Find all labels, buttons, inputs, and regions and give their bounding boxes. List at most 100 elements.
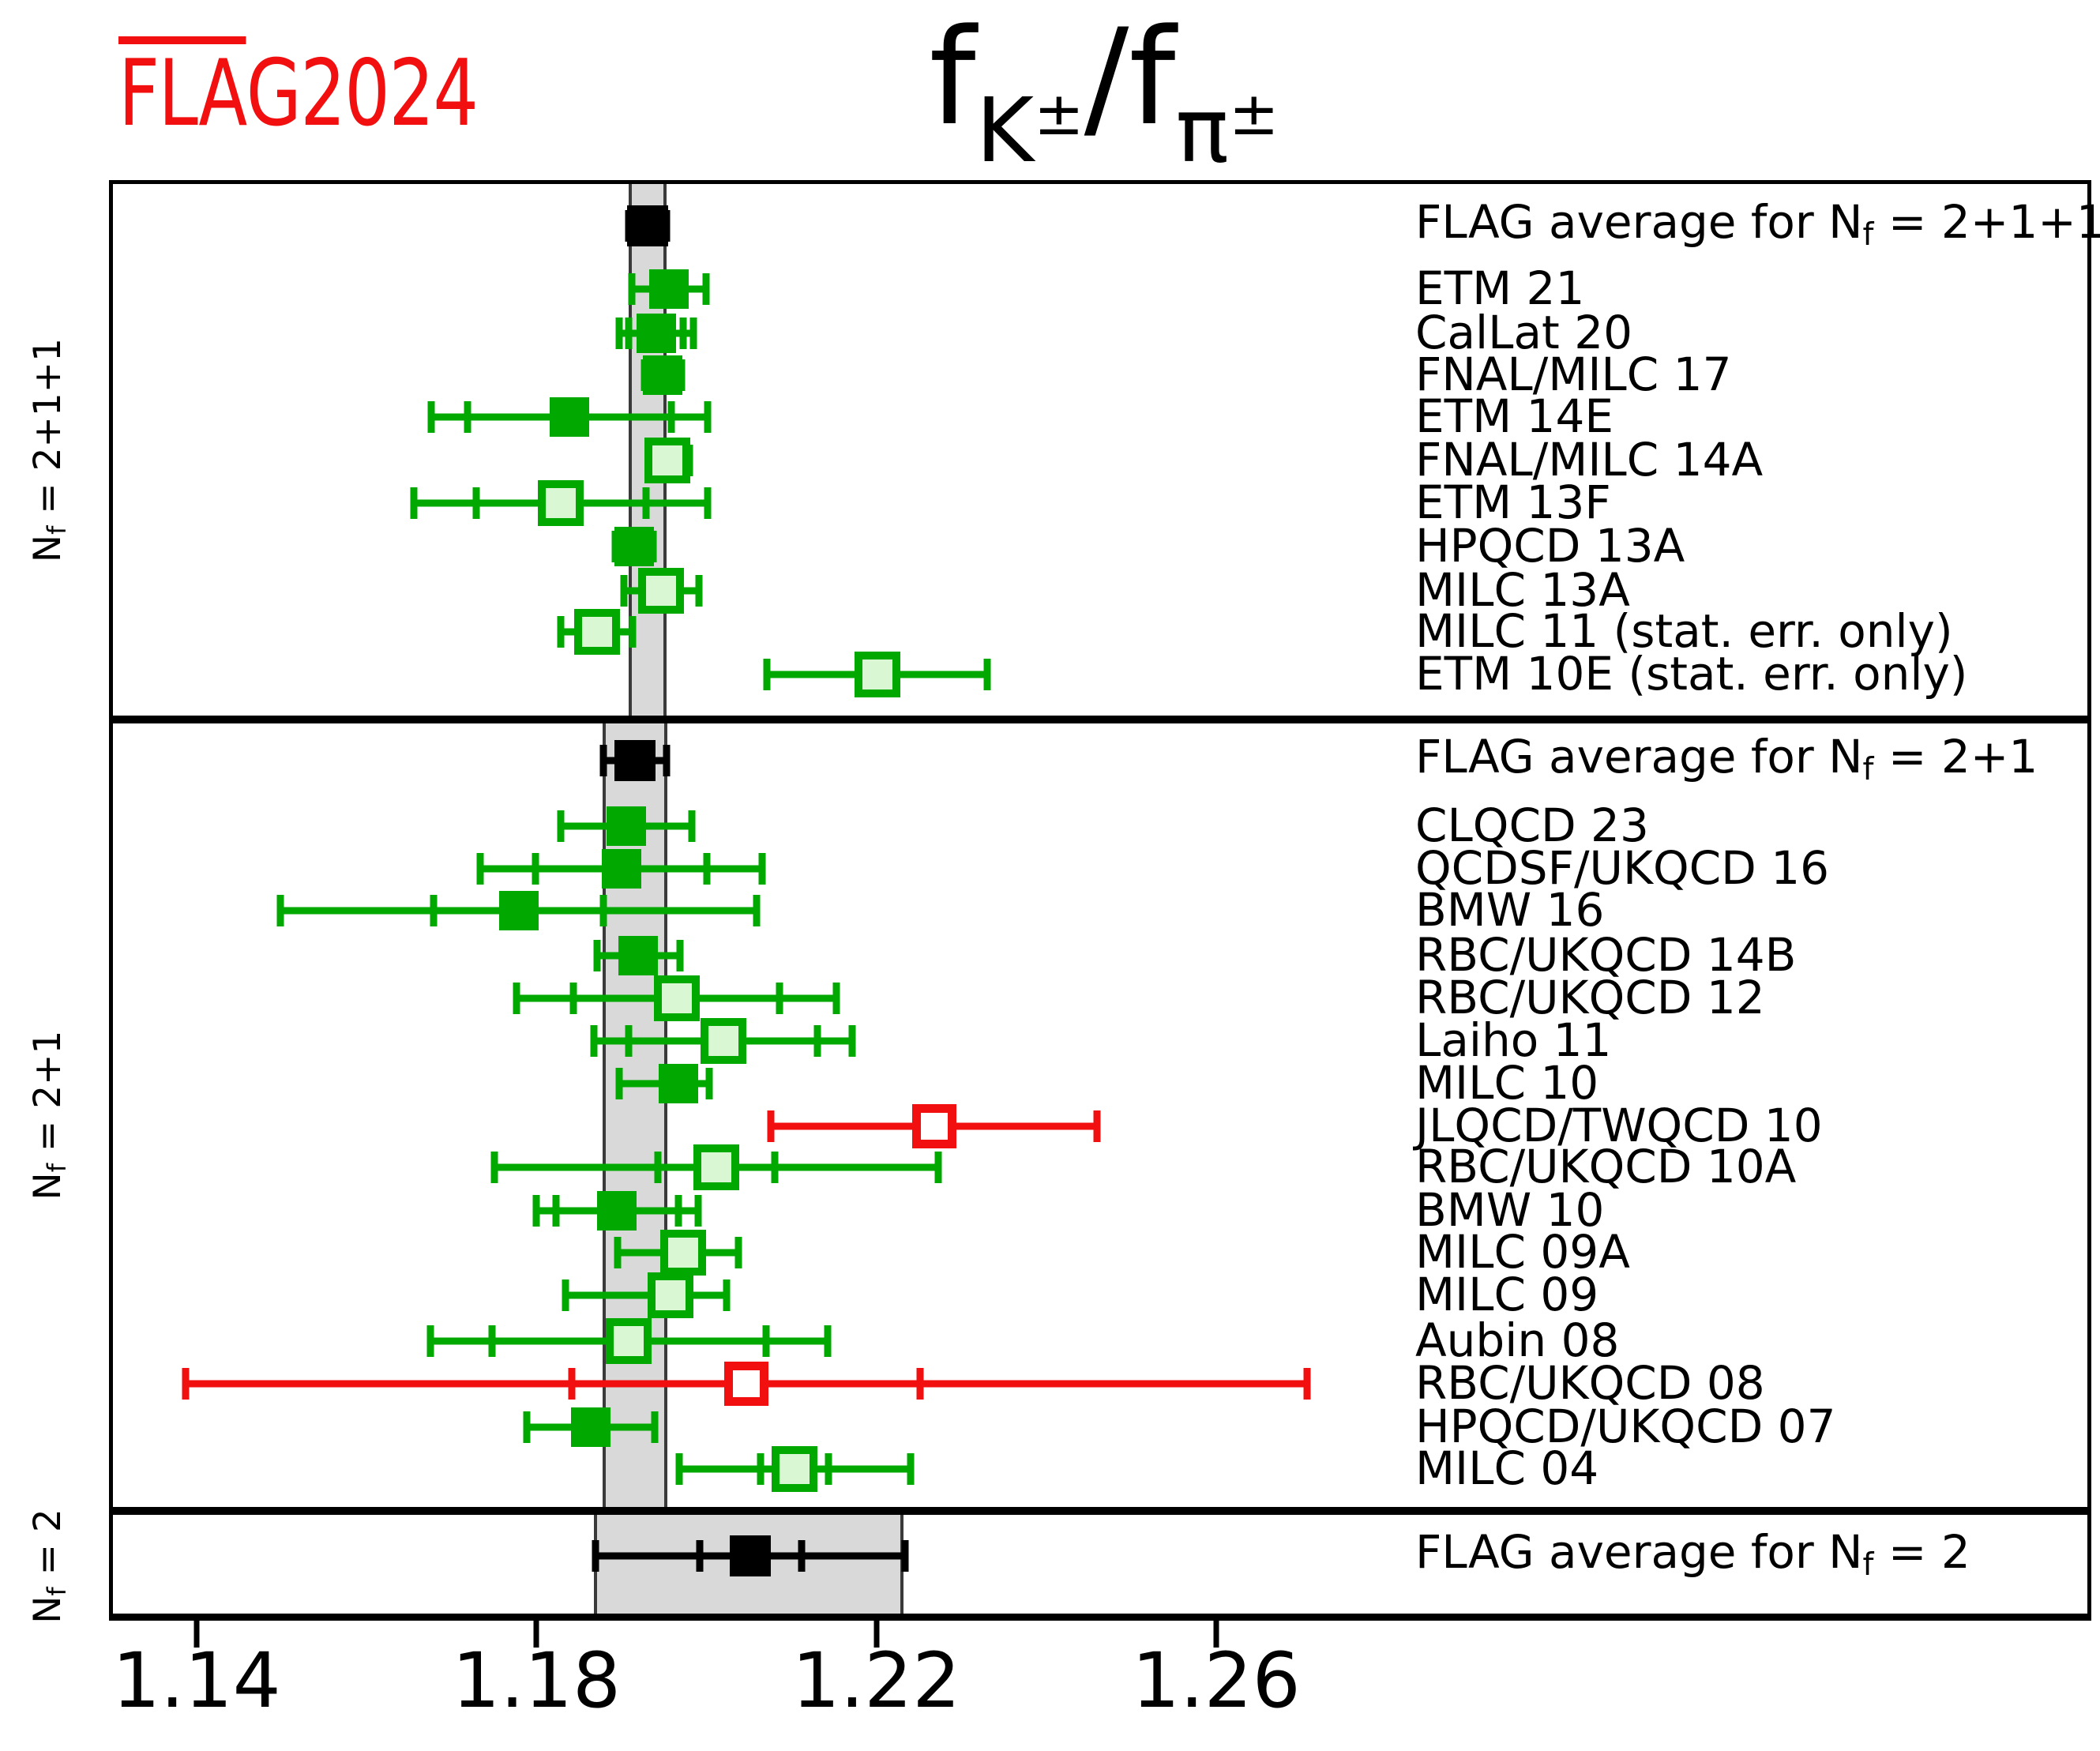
data-point-green_open bbox=[573, 609, 620, 655]
row-label: FLAG average for Nf = 2 bbox=[1415, 1525, 1970, 1583]
inner-error-tick bbox=[674, 1195, 682, 1227]
row-label: RBC/UKQCD 12 bbox=[1415, 970, 1765, 1024]
error-bar-cap bbox=[702, 273, 710, 305]
row-label: FNAL/MILC 17 bbox=[1415, 347, 1732, 401]
error-bar-cap bbox=[557, 616, 565, 648]
error-bar-cap bbox=[907, 1453, 915, 1485]
row-label: MILC 04 bbox=[1415, 1441, 1599, 1495]
row-label: HPQCD/UKQCD 07 bbox=[1415, 1399, 1836, 1453]
error-bar-cap bbox=[592, 1540, 599, 1572]
row-label: FLAG average for Nf = 2+1 bbox=[1415, 730, 2038, 787]
row-label: MILC 13A bbox=[1415, 562, 1630, 617]
data-point-green_open bbox=[648, 1272, 694, 1318]
inner-error-tick bbox=[776, 983, 783, 1014]
error-bar-cap bbox=[182, 1368, 190, 1400]
data-point-black bbox=[730, 1535, 772, 1576]
inner-error-tick bbox=[825, 1453, 832, 1485]
row-label: FNAL/MILC 14A bbox=[1415, 432, 1764, 487]
data-point-black bbox=[627, 205, 669, 246]
inner-error-tick bbox=[813, 1025, 821, 1057]
error-bar-cap bbox=[704, 401, 712, 433]
data-point-green_filled bbox=[601, 849, 641, 889]
error-bar-cap bbox=[532, 1195, 540, 1227]
side-label-nf2p1: Nf = 2+1 bbox=[25, 1030, 73, 1201]
error-bar-cap bbox=[620, 575, 628, 607]
inner-error-tick bbox=[642, 487, 650, 519]
title-pm2: ± bbox=[1228, 78, 1279, 148]
inner-error-tick bbox=[625, 318, 633, 349]
x-axis-tick-label: 1.14 bbox=[111, 1636, 281, 1725]
data-point-green_filled bbox=[571, 1407, 611, 1447]
error-bar-cap bbox=[694, 1195, 702, 1227]
row-label: BMW 16 bbox=[1415, 882, 1605, 937]
flag-logo-overlined-text: FLA bbox=[118, 36, 247, 140]
data-point-green_open bbox=[660, 1230, 707, 1276]
data-point-red_open bbox=[911, 1104, 956, 1148]
error-bar-cap bbox=[689, 318, 697, 349]
error-bar-cap bbox=[628, 273, 636, 305]
error-bar-cap bbox=[688, 810, 696, 842]
data-point-green_filled bbox=[597, 1191, 637, 1231]
row-label: ETM 10E (stat. err. only) bbox=[1415, 646, 1968, 701]
data-point-green_filled bbox=[498, 891, 539, 930]
error-bar-cap bbox=[934, 1152, 942, 1183]
error-bar-cap bbox=[614, 1237, 622, 1268]
row-label: MILC 10 bbox=[1415, 1055, 1599, 1110]
error-bar-cap bbox=[832, 983, 840, 1014]
row-label: ETM 14E bbox=[1415, 389, 1614, 443]
section-divider bbox=[109, 716, 2091, 723]
inner-error-tick bbox=[464, 401, 471, 433]
data-point-green_filled bbox=[550, 397, 590, 437]
data-point-green_open bbox=[854, 652, 900, 697]
title-pm1: ± bbox=[1034, 78, 1084, 148]
row-label: HPQCD 13A bbox=[1415, 518, 1685, 573]
row-label: ETM 13F bbox=[1415, 475, 1611, 529]
error-bar-cap bbox=[763, 659, 771, 690]
data-point-green_open bbox=[700, 1018, 746, 1064]
error-bar-cap bbox=[848, 1025, 856, 1057]
row-label: Laiho 11 bbox=[1415, 1013, 1612, 1067]
data-point-green_filled bbox=[618, 936, 659, 975]
x-axis-tick bbox=[873, 1619, 879, 1648]
inner-error-tick bbox=[569, 983, 577, 1014]
inner-error-tick bbox=[703, 853, 711, 885]
error-bar-cap bbox=[427, 401, 435, 433]
x-axis-tick-label: 1.18 bbox=[452, 1636, 622, 1725]
error-bar-cap bbox=[704, 487, 712, 519]
row-label: MILC 09 bbox=[1415, 1267, 1599, 1321]
inner-error-tick bbox=[798, 1540, 806, 1572]
error-bar-cap bbox=[410, 487, 418, 519]
inner-error-tick bbox=[625, 1025, 633, 1057]
error-bar-cap bbox=[705, 1068, 713, 1099]
inner-error-tick bbox=[696, 1540, 704, 1572]
error-bar-cap bbox=[723, 1279, 731, 1311]
error-bar-cap bbox=[1093, 1110, 1101, 1142]
error-bar-cap bbox=[695, 575, 703, 607]
inner-error-tick bbox=[599, 895, 607, 926]
side-label-nf2p1p1: Nf = 2+1+1 bbox=[25, 337, 73, 562]
row-label: QCDSF/UKQCD 16 bbox=[1415, 840, 1830, 895]
data-point-green_open bbox=[693, 1144, 740, 1190]
error-bar-cap bbox=[557, 810, 565, 842]
error-bar-cap bbox=[593, 940, 601, 971]
x-axis-tick-label: 1.22 bbox=[791, 1636, 961, 1725]
error-bar-cap bbox=[676, 940, 684, 971]
data-point-green_filled bbox=[658, 1064, 698, 1103]
error-bar-cap bbox=[599, 745, 607, 776]
error-bar-cap bbox=[426, 1325, 434, 1357]
data-point-green_filled bbox=[648, 269, 689, 309]
row-label: RBC/UKQCD 08 bbox=[1415, 1355, 1765, 1410]
side-label-nf2: Nf = 2 bbox=[25, 1508, 73, 1624]
x-axis-tick bbox=[1213, 1619, 1219, 1648]
x-axis-tick-label: 1.26 bbox=[1131, 1636, 1301, 1725]
row-label: JLQCD/TWQCD 10 bbox=[1415, 1098, 1823, 1152]
row-label: MILC 11 (stat. err. only) bbox=[1415, 603, 1953, 658]
error-bar-cap bbox=[590, 1025, 598, 1057]
data-point-green_open bbox=[638, 568, 685, 614]
error-bar-cap bbox=[615, 1068, 623, 1099]
row-label: ETM 21 bbox=[1415, 261, 1585, 315]
row-label: MILC 09A bbox=[1415, 1224, 1630, 1279]
error-bar-cap bbox=[476, 853, 484, 885]
error-bar-cap bbox=[901, 1540, 909, 1572]
